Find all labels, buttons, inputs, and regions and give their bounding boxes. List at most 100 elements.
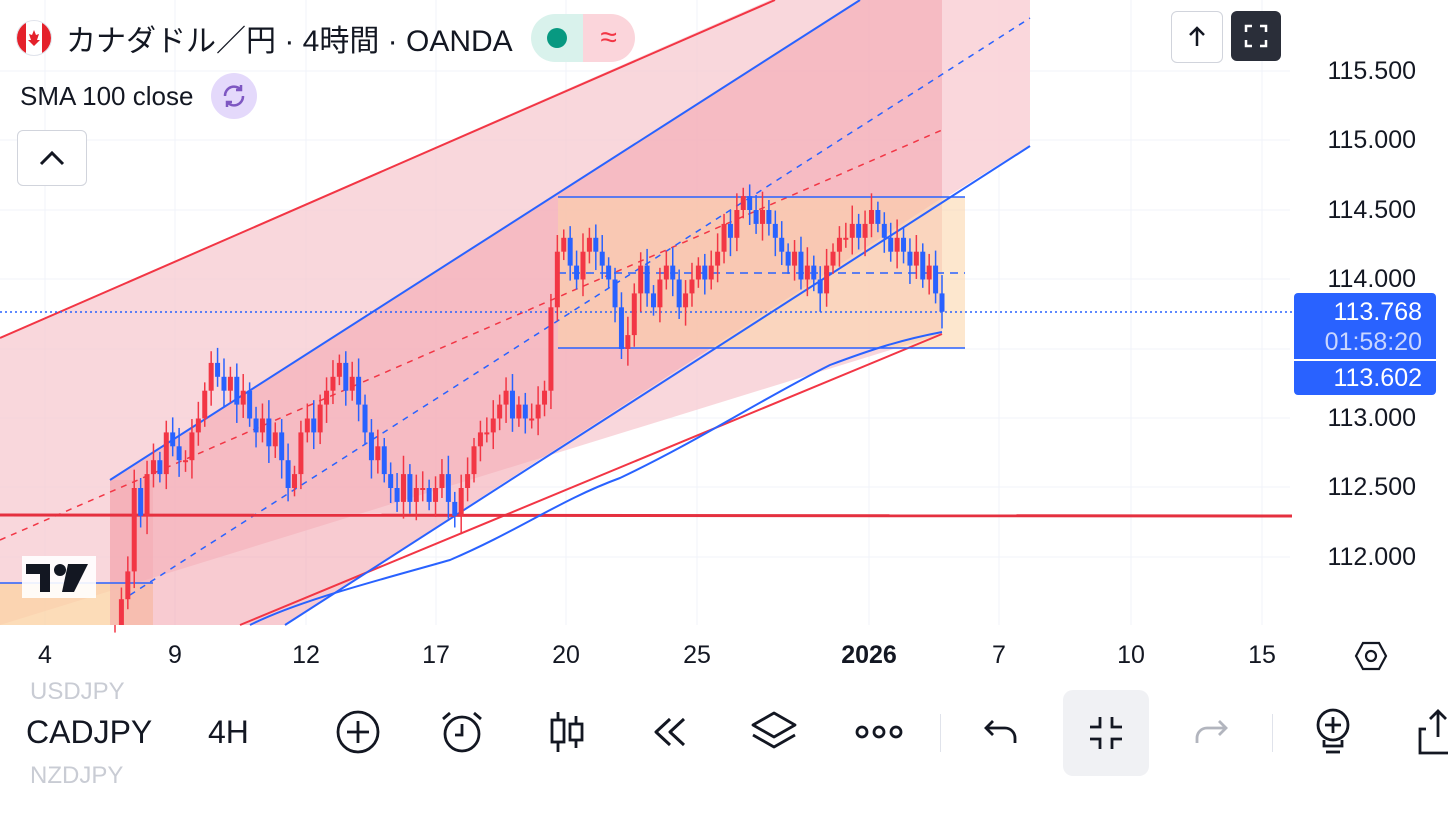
candle-body bbox=[465, 474, 471, 488]
candle-body bbox=[509, 390, 515, 419]
candle-body bbox=[202, 390, 208, 419]
candle-body bbox=[663, 265, 669, 280]
toolbar-divider bbox=[1272, 714, 1273, 752]
price-label: 113.000 bbox=[1327, 404, 1416, 432]
collapse-legend-button[interactable] bbox=[17, 130, 87, 186]
redo-button[interactable] bbox=[1183, 704, 1239, 760]
candle-body bbox=[195, 418, 201, 433]
chart-type-button[interactable] bbox=[539, 704, 595, 760]
candle-body bbox=[407, 474, 413, 502]
tradingview-logo bbox=[22, 556, 96, 598]
candle-body bbox=[638, 265, 644, 294]
undo-button[interactable] bbox=[973, 704, 1029, 760]
alert-button[interactable] bbox=[434, 704, 490, 760]
share-icon bbox=[1418, 709, 1448, 755]
candle-body bbox=[138, 488, 144, 516]
candle-body bbox=[830, 251, 836, 266]
candle-body bbox=[606, 265, 612, 280]
candle-body bbox=[234, 376, 240, 405]
ghost-symbol-below: NZDJPY bbox=[30, 762, 124, 789]
outer-channel-bottom bbox=[239, 333, 943, 626]
candle-body bbox=[580, 251, 586, 280]
chevron-up-icon bbox=[39, 150, 65, 166]
candle-body bbox=[433, 488, 439, 502]
hexagon-settings-icon bbox=[1354, 641, 1388, 671]
candle-body bbox=[356, 376, 362, 405]
candle-body bbox=[875, 210, 881, 224]
inner-channel-bottom bbox=[284, 145, 1031, 626]
current-price: 113.768 bbox=[1333, 298, 1422, 326]
share-button[interactable] bbox=[1408, 704, 1448, 760]
candle-body bbox=[631, 293, 637, 336]
candle-body bbox=[785, 251, 791, 266]
more-button[interactable] bbox=[851, 704, 907, 760]
layers-icon bbox=[751, 711, 797, 749]
candle-body bbox=[125, 571, 131, 600]
candle-body bbox=[779, 237, 785, 252]
replay-button[interactable] bbox=[642, 704, 698, 760]
chart-settings-button[interactable] bbox=[1353, 638, 1389, 674]
add-indicator-button[interactable] bbox=[1305, 704, 1361, 760]
candle-body bbox=[362, 404, 368, 433]
candle-body bbox=[856, 223, 862, 238]
layers-button[interactable] bbox=[746, 704, 802, 760]
candle-body bbox=[144, 474, 150, 516]
candle-body bbox=[561, 237, 567, 252]
time-label: 25 bbox=[683, 641, 711, 669]
refresh-icon[interactable] bbox=[211, 73, 258, 119]
fullscreen-icon bbox=[1244, 24, 1268, 48]
candle-body bbox=[150, 460, 156, 475]
fullscreen-button[interactable] bbox=[1231, 11, 1281, 61]
timeframe-button[interactable]: 4H bbox=[208, 714, 249, 750]
undo-icon bbox=[984, 720, 1017, 743]
support-line bbox=[0, 513, 1293, 518]
candle-body bbox=[676, 279, 682, 308]
candle-body bbox=[118, 599, 124, 625]
outer-channel-top bbox=[0, 0, 776, 339]
indicator-legend[interactable]: SMA 100 close bbox=[20, 73, 258, 119]
candle-body bbox=[439, 474, 445, 488]
candle-body bbox=[503, 390, 509, 405]
symbol-legend[interactable]: カナダドル／円 · 4時間 · OANDA ≈ bbox=[16, 14, 635, 62]
candle-body bbox=[907, 251, 913, 266]
toolbar-divider bbox=[940, 714, 941, 752]
redo-icon bbox=[1195, 720, 1228, 743]
add-button[interactable] bbox=[330, 704, 386, 760]
candle-body bbox=[336, 362, 342, 377]
market-open-icon bbox=[530, 14, 583, 62]
bulb-plus-icon bbox=[1316, 708, 1350, 754]
candle-body bbox=[715, 251, 721, 266]
candle-body bbox=[426, 488, 432, 502]
candle-body bbox=[644, 265, 650, 294]
candle-body bbox=[625, 335, 631, 349]
candle-body bbox=[817, 279, 823, 294]
candle-body bbox=[381, 446, 387, 475]
candle-body bbox=[208, 362, 214, 391]
candle-body bbox=[894, 237, 900, 252]
candle-body bbox=[484, 432, 490, 435]
symbol-button[interactable]: CADJPY bbox=[26, 714, 153, 750]
candle-body bbox=[394, 488, 400, 502]
outer-channel-mid bbox=[0, 129, 943, 541]
price-label: 112.000 bbox=[1327, 543, 1416, 571]
candle-body bbox=[368, 432, 374, 461]
time-label: 15 bbox=[1248, 641, 1276, 669]
more-dots-icon bbox=[855, 725, 903, 739]
ghost-symbol-above: USDJPY bbox=[30, 678, 125, 705]
candle-body bbox=[913, 251, 919, 266]
candle-body bbox=[740, 196, 746, 210]
chart-area[interactable]: カナダドル／円 · 4時間 · OANDA ≈ SMA 100 close 11… bbox=[0, 0, 1448, 685]
candle-body bbox=[516, 404, 522, 419]
wave-icon: ≈ bbox=[582, 14, 635, 62]
exit-fullscreen-button[interactable] bbox=[1063, 690, 1149, 776]
candle-body bbox=[599, 251, 605, 266]
inner-channel-mid bbox=[129, 17, 1031, 596]
status-pill[interactable]: ≈ bbox=[530, 14, 635, 62]
price-label: 112.500 bbox=[1327, 473, 1416, 501]
candle-body bbox=[695, 265, 701, 280]
price-chart[interactable] bbox=[0, 0, 1448, 685]
scroll-up-button[interactable] bbox=[1171, 11, 1223, 63]
candle-body bbox=[849, 223, 855, 238]
candle-body bbox=[343, 362, 349, 391]
time-label-year: 2026 bbox=[841, 641, 897, 669]
